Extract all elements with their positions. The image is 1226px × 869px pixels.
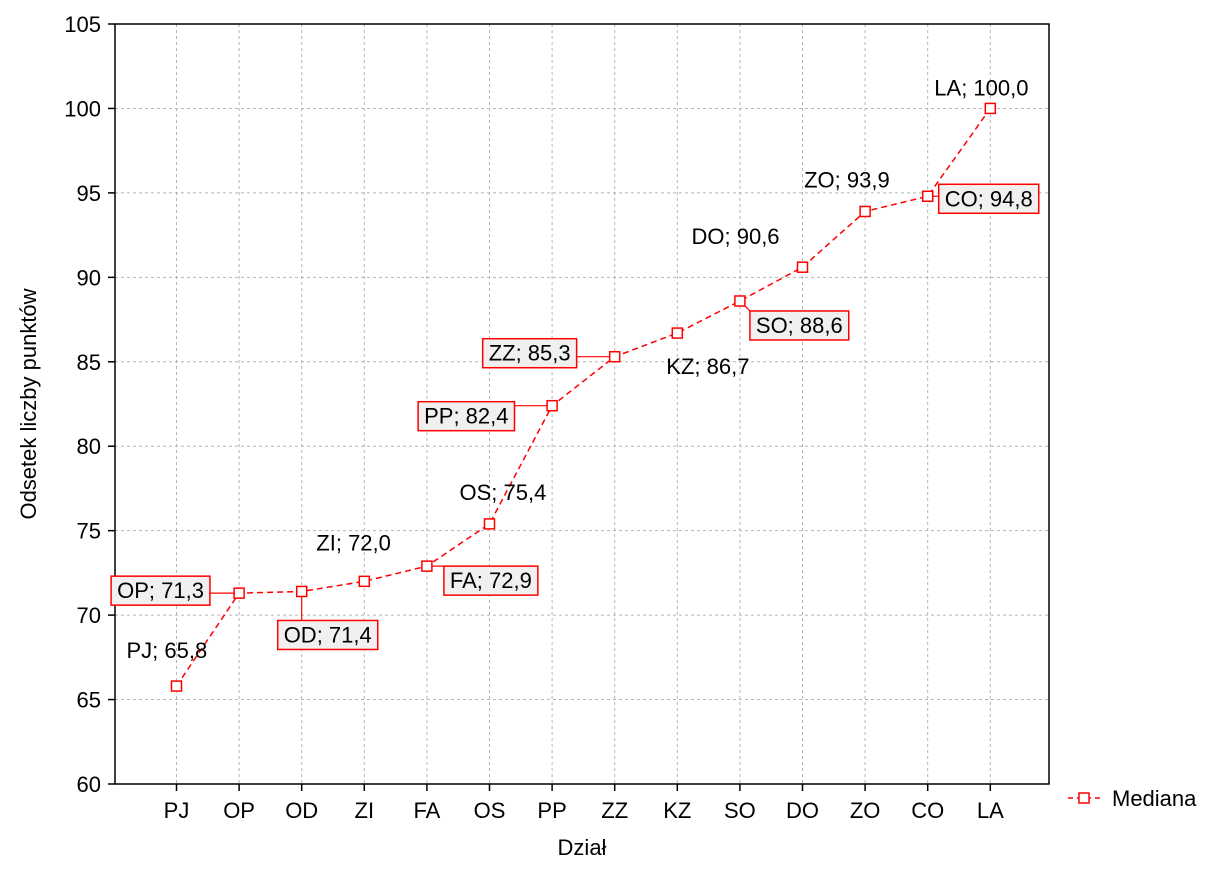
plot-frame <box>114 23 1050 785</box>
point-label-text: ZZ; 85,3 <box>489 341 571 366</box>
x-tick-label: SO <box>724 798 756 823</box>
x-tick-label: FA <box>413 798 440 823</box>
point-label: PP; 82,4 <box>417 400 516 432</box>
point-label-box <box>417 400 516 432</box>
x-tick-label: PJ <box>164 798 190 823</box>
point-label: ZI; 72,0 <box>316 530 391 555</box>
x-tick-label: PP <box>537 798 566 823</box>
x-tick-label: DO <box>786 798 819 823</box>
x-tick-label: OD <box>285 798 318 823</box>
point-label-box <box>749 310 850 341</box>
y-tick-label: 70 <box>77 603 101 628</box>
y-tick-label: 90 <box>77 265 101 290</box>
point-label: DO; 90,6 <box>692 224 780 249</box>
data-point <box>671 327 684 339</box>
x-axis-title: Dział <box>558 835 607 860</box>
point-label-text: OD; 71,4 <box>284 622 372 647</box>
point-label: KZ; 86,7 <box>666 354 749 379</box>
data-point <box>984 102 997 115</box>
point-label-box <box>937 183 1040 215</box>
point-label-box <box>443 565 539 596</box>
legend: Mediana <box>1068 786 1197 811</box>
series-line <box>175 108 991 687</box>
data-point <box>358 575 371 588</box>
point-label-text: CO; 94,8 <box>945 186 1033 211</box>
y-tick-label: 105 <box>64 12 101 37</box>
y-axis-title: Odsetek liczby punktów <box>16 288 41 519</box>
data-point <box>734 295 746 307</box>
point-label-text: LA; 100,0 <box>934 75 1028 100</box>
data-point <box>608 350 621 363</box>
data-point <box>796 261 809 273</box>
point-label-text: OP; 71,3 <box>117 578 204 603</box>
point-label-text: DO; 90,6 <box>692 224 780 249</box>
point-label: OP; 71,3 <box>110 575 211 606</box>
data-point <box>546 399 558 412</box>
grid <box>115 24 1049 784</box>
point-labels: PJ; 65,8 OP; 71,3 OD; 71,4 ZI; 72,0 FA; 72,9… <box>110 75 1040 663</box>
x-axis: PJ OP OD ZI FA OS PP ZZ KZ SO DO ZO CO LA <box>164 784 1004 823</box>
y-tick-label: 85 <box>77 350 101 375</box>
point-label: OD; 71,4 <box>276 619 379 651</box>
data-point <box>233 587 245 599</box>
x-tick-label: ZO <box>850 798 881 823</box>
x-tick-label: KZ <box>663 798 691 823</box>
x-tick-label: ZZ <box>601 798 628 823</box>
point-label-text: ZI; 72,0 <box>316 530 391 555</box>
point-label-box <box>276 619 379 651</box>
data-point <box>170 680 183 692</box>
point-label: FA; 72,9 <box>443 565 539 596</box>
point-label-text: OS; 75,4 <box>460 480 547 505</box>
x-tick-label: CO <box>911 798 944 823</box>
y-tick-label: 60 <box>77 772 101 797</box>
y-tick-label: 80 <box>77 434 101 459</box>
series-mediana <box>170 102 997 692</box>
data-point <box>421 560 433 572</box>
x-tick-label: ZI <box>355 798 375 823</box>
point-label: SO; 88,6 <box>749 310 850 341</box>
label-leader-lines <box>209 195 939 621</box>
point-label: ZZ; 85,3 <box>481 337 578 369</box>
point-label-box <box>481 337 578 369</box>
y-tick-label: 100 <box>64 96 101 121</box>
point-label-text: FA; 72,9 <box>450 568 532 593</box>
data-point <box>483 518 496 530</box>
point-label-text: PJ; 65,8 <box>127 638 208 663</box>
data-point <box>859 205 871 218</box>
point-label: OS; 75,4 <box>460 480 547 505</box>
point-label-text: PP; 82,4 <box>424 404 508 429</box>
y-tick-label: 95 <box>77 181 101 206</box>
point-label-box <box>110 575 211 606</box>
legend-marker-swatch <box>1078 792 1090 804</box>
x-tick-label: LA <box>977 798 1004 823</box>
y-tick-label: 65 <box>77 688 101 713</box>
point-label: ZO; 93,9 <box>804 167 890 192</box>
point-label: PJ; 65,8 <box>127 638 208 663</box>
point-label-text: ZO; 93,9 <box>804 167 890 192</box>
point-label-text: SO; 88,6 <box>756 313 843 338</box>
data-point <box>295 585 308 598</box>
x-tick-label: OS <box>474 798 506 823</box>
point-label: CO; 94,8 <box>937 183 1040 215</box>
y-axis: 60 65 70 75 80 85 90 95 100 105 <box>64 12 115 797</box>
y-tick-label: 75 <box>77 519 101 544</box>
x-tick-label: OP <box>223 798 255 823</box>
data-point <box>921 190 934 203</box>
legend-label: Mediana <box>1112 786 1197 811</box>
point-label: LA; 100,0 <box>934 75 1028 100</box>
point-label-text: KZ; 86,7 <box>666 354 749 379</box>
